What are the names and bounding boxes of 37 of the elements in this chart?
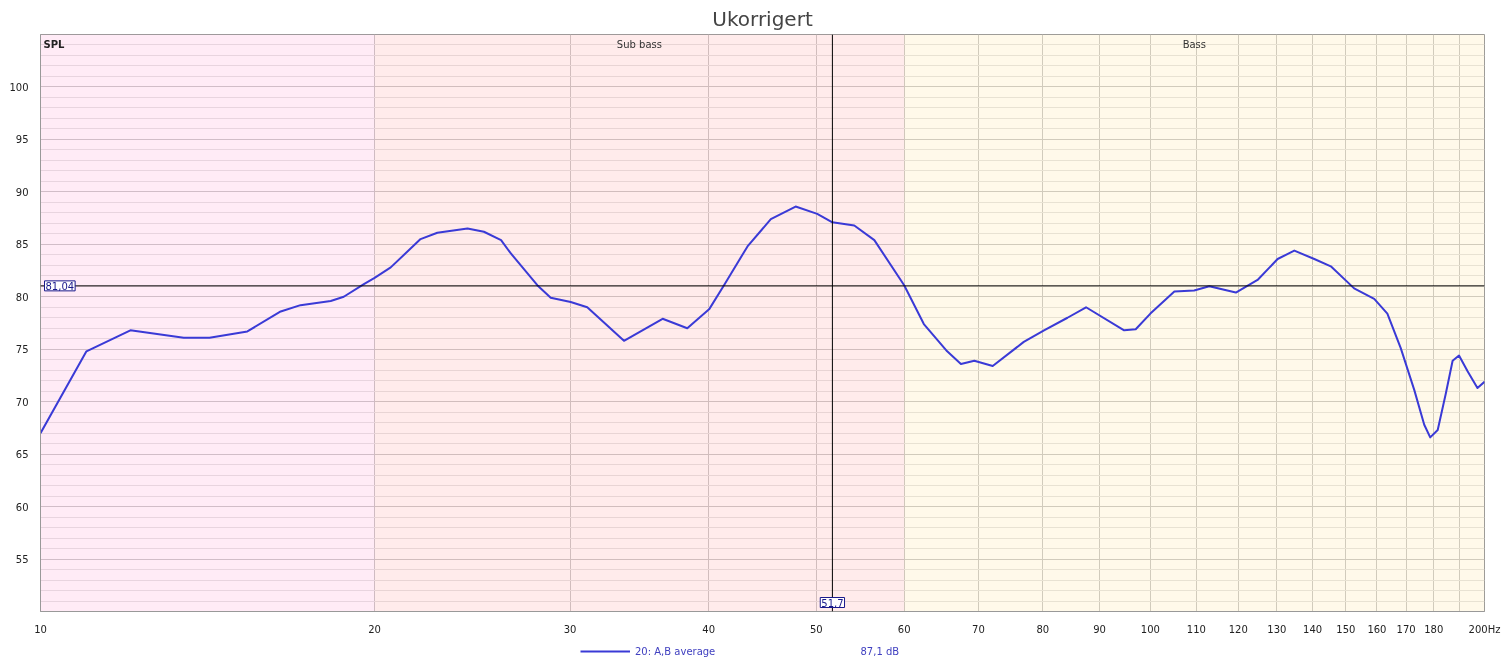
chart-title: Ukorrigert xyxy=(712,6,813,31)
x-tick-label: 70 xyxy=(972,623,985,635)
y-tick-label: 80 xyxy=(15,291,29,303)
x-tick-label: 160 xyxy=(1367,623,1387,635)
y-tick-label: 65 xyxy=(15,449,29,461)
y-axis-title: SPL xyxy=(43,38,66,50)
y-tick-label: 75 xyxy=(15,344,29,356)
x-tick-label: 20 xyxy=(368,623,381,635)
x-tick-label: 60 xyxy=(897,623,911,635)
x-tick-label: 10 xyxy=(34,623,47,635)
ref-line-label: 51,7 xyxy=(821,597,844,609)
x-tick-label: 120 xyxy=(1228,623,1248,635)
y-tick-label: 60 xyxy=(15,501,29,513)
band-label: Bass xyxy=(1182,38,1207,50)
x-tick-label: 140 xyxy=(1303,623,1323,635)
text: 87,1 dB xyxy=(860,646,900,657)
x-tick-label: 100 xyxy=(1140,623,1160,635)
y-tick-label: 90 xyxy=(15,186,29,198)
y-tick-label: 70 xyxy=(15,396,29,408)
x-tick-label: 150 xyxy=(1336,623,1356,635)
band-label: Sub bass xyxy=(616,38,662,50)
x-tick-label: 40 xyxy=(702,623,716,635)
y-tick-label: 100 xyxy=(9,81,29,93)
x-tick-label: 30 xyxy=(563,623,577,635)
legend-label: 20: A,B average xyxy=(635,645,716,657)
y-tick-label: 55 xyxy=(15,554,29,566)
x-tick-label: 50 xyxy=(809,623,823,635)
x-tick-label: 110 xyxy=(1186,623,1206,635)
x-tick-label: 80 xyxy=(1036,623,1050,635)
x-tick-label: 170 xyxy=(1396,623,1416,635)
x-tick-label: 90 xyxy=(1093,623,1106,635)
x-tick-label: 130 xyxy=(1267,623,1287,635)
x-tick-label: 180 xyxy=(1424,623,1444,635)
ref-line-label: 81,04 xyxy=(45,280,75,292)
x-tick-label: 200Hz xyxy=(1468,623,1501,635)
y-tick-label: 85 xyxy=(15,239,29,251)
y-tick-label: 95 xyxy=(15,134,29,146)
